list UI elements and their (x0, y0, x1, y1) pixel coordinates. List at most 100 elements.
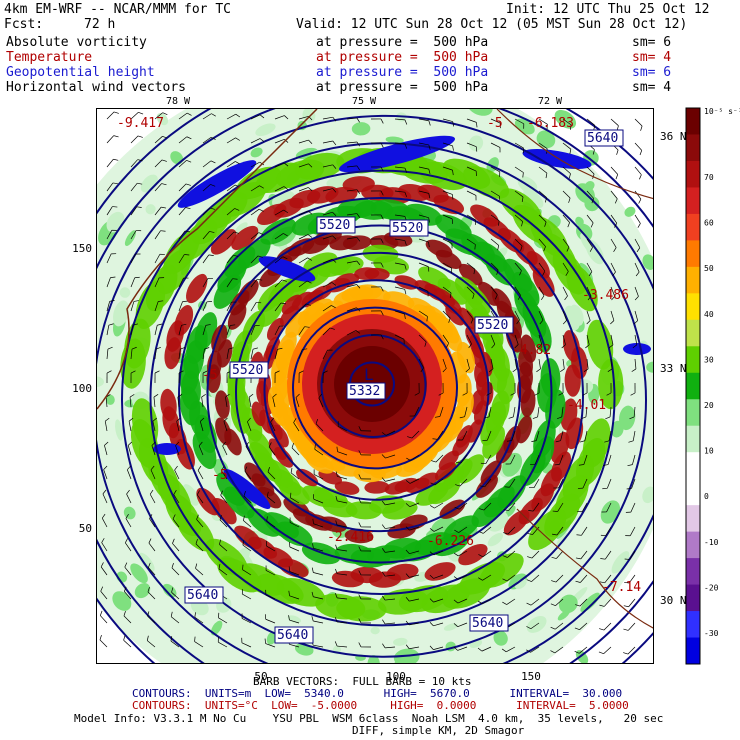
wind-barb (346, 117, 357, 120)
vorticity-patch (575, 216, 584, 226)
wind-barb (459, 478, 468, 487)
vorticity-patch (569, 304, 584, 326)
wind-barb (509, 478, 516, 488)
vorticity-patch (558, 594, 578, 614)
longitude-label: 72 W (538, 96, 563, 107)
wind-barb-feather (570, 124, 572, 130)
wind-barb (610, 166, 618, 175)
wind-barb (298, 187, 309, 192)
wind-barb (250, 138, 261, 144)
wind-barb-feather (268, 442, 272, 448)
wind-barb-feather (522, 172, 524, 178)
wind-barb (485, 454, 492, 464)
wind-barb-feather (131, 346, 137, 350)
wind-barb (610, 118, 619, 126)
wind-barb (201, 397, 204, 408)
wind-barb (418, 262, 429, 267)
wind-barb (313, 620, 324, 624)
wind-barb-feather (427, 266, 430, 272)
wind-barb-feather (555, 440, 561, 443)
vorticity-band (231, 225, 259, 251)
wind-barb (466, 166, 477, 172)
wind-barb-feather (175, 441, 180, 446)
wind-barb (439, 406, 444, 417)
wind-barb (506, 574, 516, 582)
wind-barb-feather (127, 441, 133, 446)
wind-barb (242, 544, 252, 552)
wind-barb (562, 166, 571, 174)
wind-barb (106, 182, 114, 192)
colorbar-segment (686, 505, 700, 533)
wind-barb-feather (420, 367, 424, 373)
wind-barb-feather (474, 244, 476, 250)
wind-barb (337, 645, 348, 648)
wind-barb-feather (186, 112, 192, 116)
wind-barb-feather (264, 638, 266, 644)
wind-barb (250, 255, 259, 264)
wind-barb-feather (108, 323, 114, 326)
wind-barb (245, 446, 252, 456)
wind-barb (148, 542, 156, 552)
wind-barb (579, 646, 588, 654)
wind-barb-feather (404, 119, 408, 125)
wind-barb-feather (186, 136, 192, 140)
wind-barb (154, 349, 157, 360)
vorticity-band (248, 428, 272, 462)
wind-barb-feather (445, 343, 449, 348)
wind-barb (315, 423, 324, 432)
wind-barb (433, 550, 444, 556)
wind-barb (265, 570, 276, 576)
wind-barb (562, 310, 567, 321)
wind-barb (293, 422, 300, 432)
vorticity-patch (112, 591, 132, 611)
wind-barb (457, 646, 468, 651)
wind-barb-feather (639, 174, 642, 180)
wind-barb-feather (218, 563, 221, 570)
vorticity-band (294, 152, 345, 180)
wind-barb (226, 161, 236, 168)
wind-barb (466, 262, 476, 270)
vorticity-patch (97, 376, 104, 388)
wind-barb-feather (358, 642, 362, 648)
wind-barb-feather (477, 600, 483, 605)
wind-barb-feather (101, 538, 105, 543)
wind-barb (202, 301, 208, 312)
wind-barb-feather (501, 648, 507, 653)
wind-barb (318, 397, 324, 408)
wind-barb-feather (526, 626, 531, 630)
wind-barb-feather (606, 392, 612, 396)
wind-barb-feather (129, 394, 135, 398)
wind-barb (433, 598, 444, 603)
wind-barb (226, 231, 235, 240)
wind-barb (322, 235, 333, 240)
wind-barb (178, 277, 184, 288)
wind-barb-feather (252, 347, 258, 350)
wind-barb-feather (146, 635, 149, 641)
wind-barb-feather (356, 213, 361, 218)
wind-barb (561, 406, 564, 417)
wind-barb-feather (429, 645, 434, 650)
wind-barb (584, 430, 588, 441)
wind-barb-feather (520, 245, 523, 251)
wind-barb-feather (404, 313, 406, 319)
wind-barb-feather (428, 242, 430, 248)
wind-barb (580, 550, 588, 560)
forecast-hours: 72 h (84, 17, 116, 32)
wind-barb-feather (123, 611, 126, 617)
wind-barb-feather (565, 271, 569, 276)
wind-barb-feather (478, 531, 484, 534)
wind-barb-feather (562, 320, 567, 325)
wind-barb (631, 478, 636, 489)
wind-barb (346, 284, 357, 288)
wind-barb (313, 547, 324, 552)
wind-barb-feather (284, 139, 289, 143)
wind-barb-feather (280, 302, 286, 305)
wind-barb-feather (430, 482, 436, 486)
wind-barb-feather (196, 514, 199, 520)
wind-barb-feather (195, 539, 198, 544)
wind-barb-feather (358, 618, 362, 624)
colorbar-tick-label: -20 (704, 583, 719, 592)
wind-barb-feather (381, 524, 386, 529)
wind-barb (130, 159, 138, 168)
vorticity-patch (393, 637, 408, 646)
